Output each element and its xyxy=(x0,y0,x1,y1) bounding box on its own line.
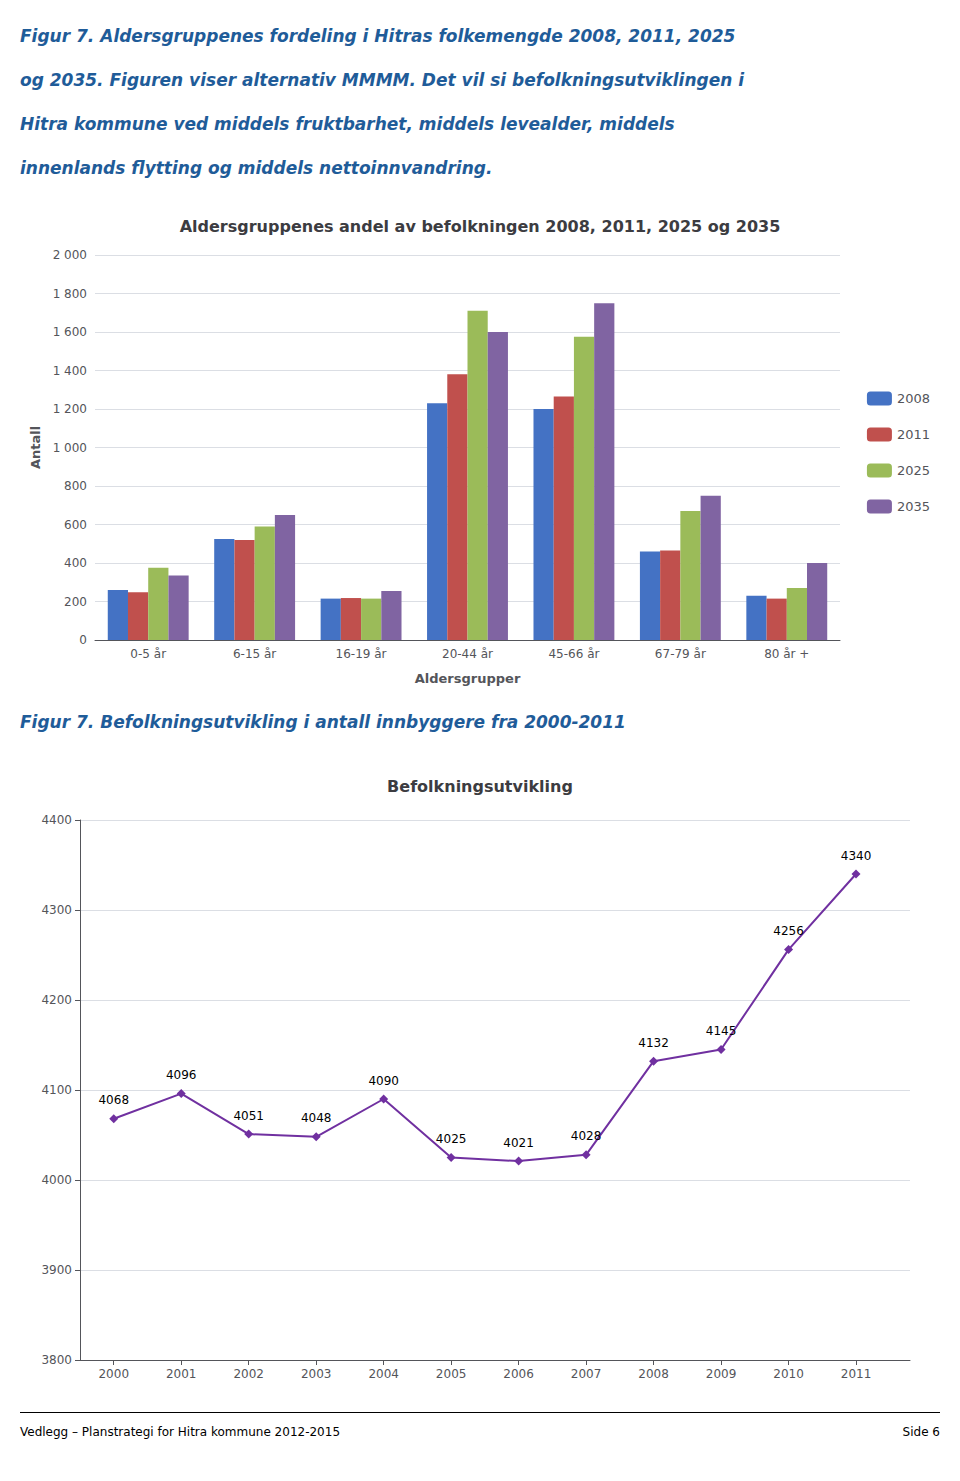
svg-text:2011: 2011 xyxy=(897,427,930,442)
svg-text:2008: 2008 xyxy=(897,391,930,406)
svg-text:20-44 år: 20-44 år xyxy=(442,647,493,661)
svg-text:Antall: Antall xyxy=(28,426,43,469)
svg-text:4021: 4021 xyxy=(503,1136,534,1150)
svg-text:2009: 2009 xyxy=(706,1367,737,1381)
svg-text:1 400: 1 400 xyxy=(53,364,87,378)
svg-text:2003: 2003 xyxy=(301,1367,332,1381)
svg-text:2000: 2000 xyxy=(98,1367,129,1381)
svg-text:4048: 4048 xyxy=(301,1111,332,1125)
svg-text:Aldersgruppenes andel av befol: Aldersgruppenes andel av befolkningen 20… xyxy=(180,217,781,236)
svg-text:1 800: 1 800 xyxy=(53,287,87,301)
html-text:og 2035. Figuren viser alterna: og 2035. Figuren viser alternativ MMMM. … xyxy=(20,70,745,90)
svg-text:2 000: 2 000 xyxy=(53,248,87,262)
svg-text:0-5 år: 0-5 år xyxy=(130,647,166,661)
svg-text:4068: 4068 xyxy=(98,1093,129,1107)
svg-text:2005: 2005 xyxy=(436,1367,467,1381)
svg-text:2006: 2006 xyxy=(503,1367,534,1381)
svg-text:1 200: 1 200 xyxy=(53,402,87,416)
svg-text:16-19 år: 16-19 år xyxy=(336,647,387,661)
html-text:Hitra kommune ved middels fruk: Hitra kommune ved middels fruktbarhet, m… xyxy=(20,114,675,134)
svg-text:4100: 4100 xyxy=(41,1083,72,1097)
svg-text:4200: 4200 xyxy=(41,993,72,1007)
svg-text:45-66 år: 45-66 år xyxy=(548,647,599,661)
svg-text:2007: 2007 xyxy=(571,1367,602,1381)
svg-text:80 år +: 80 år + xyxy=(764,647,809,661)
svg-text:6-15 år: 6-15 år xyxy=(233,647,276,661)
svg-text:4300: 4300 xyxy=(41,903,72,917)
svg-text:2035: 2035 xyxy=(897,499,930,514)
svg-text:2011: 2011 xyxy=(841,1367,872,1381)
svg-text:800: 800 xyxy=(64,479,87,493)
html-text:Figur 7. Befolkningsutvikling: Figur 7. Befolkningsutvikling i antall i… xyxy=(20,712,626,732)
svg-text:4145: 4145 xyxy=(706,1024,737,1038)
html-text:innenlands flytting og middels: innenlands flytting og middels nettoinnv… xyxy=(20,158,493,178)
svg-text:2002: 2002 xyxy=(233,1367,264,1381)
svg-text:Aldersgrupper: Aldersgrupper xyxy=(415,671,521,686)
svg-text:4400: 4400 xyxy=(41,813,72,827)
html-text:Vedlegg – Planstrategi for Hit: Vedlegg – Planstrategi for Hitra kommune… xyxy=(20,1425,340,1439)
svg-text:4132: 4132 xyxy=(638,1036,669,1050)
svg-text:2004: 2004 xyxy=(368,1367,399,1381)
html-text:Figur 7. Aldersgruppenes forde: Figur 7. Aldersgruppenes fordeling i Hit… xyxy=(20,26,736,46)
svg-text:200: 200 xyxy=(64,595,87,609)
svg-text:1 600: 1 600 xyxy=(53,325,87,339)
svg-text:4096: 4096 xyxy=(166,1068,197,1082)
svg-text:4051: 4051 xyxy=(233,1109,264,1123)
svg-text:3800: 3800 xyxy=(41,1353,72,1367)
html-text:Side 6: Side 6 xyxy=(902,1425,940,1439)
svg-text:2008: 2008 xyxy=(638,1367,669,1381)
svg-text:4028: 4028 xyxy=(571,1129,602,1143)
svg-text:2010: 2010 xyxy=(773,1367,804,1381)
svg-text:1 000: 1 000 xyxy=(53,441,87,455)
svg-text:600: 600 xyxy=(64,518,87,532)
svg-text:2001: 2001 xyxy=(166,1367,197,1381)
svg-text:3900: 3900 xyxy=(41,1263,72,1277)
svg-text:4000: 4000 xyxy=(41,1173,72,1187)
svg-text:400: 400 xyxy=(64,556,87,570)
svg-text:Befolkningsutvikling: Befolkningsutvikling xyxy=(387,777,573,796)
svg-text:4340: 4340 xyxy=(841,849,872,863)
svg-text:2025: 2025 xyxy=(897,463,930,478)
svg-text:0: 0 xyxy=(79,633,87,647)
svg-text:67-79 år: 67-79 år xyxy=(655,647,706,661)
svg-text:4025: 4025 xyxy=(436,1132,467,1146)
svg-text:4090: 4090 xyxy=(368,1074,399,1088)
svg-text:4256: 4256 xyxy=(773,924,804,938)
